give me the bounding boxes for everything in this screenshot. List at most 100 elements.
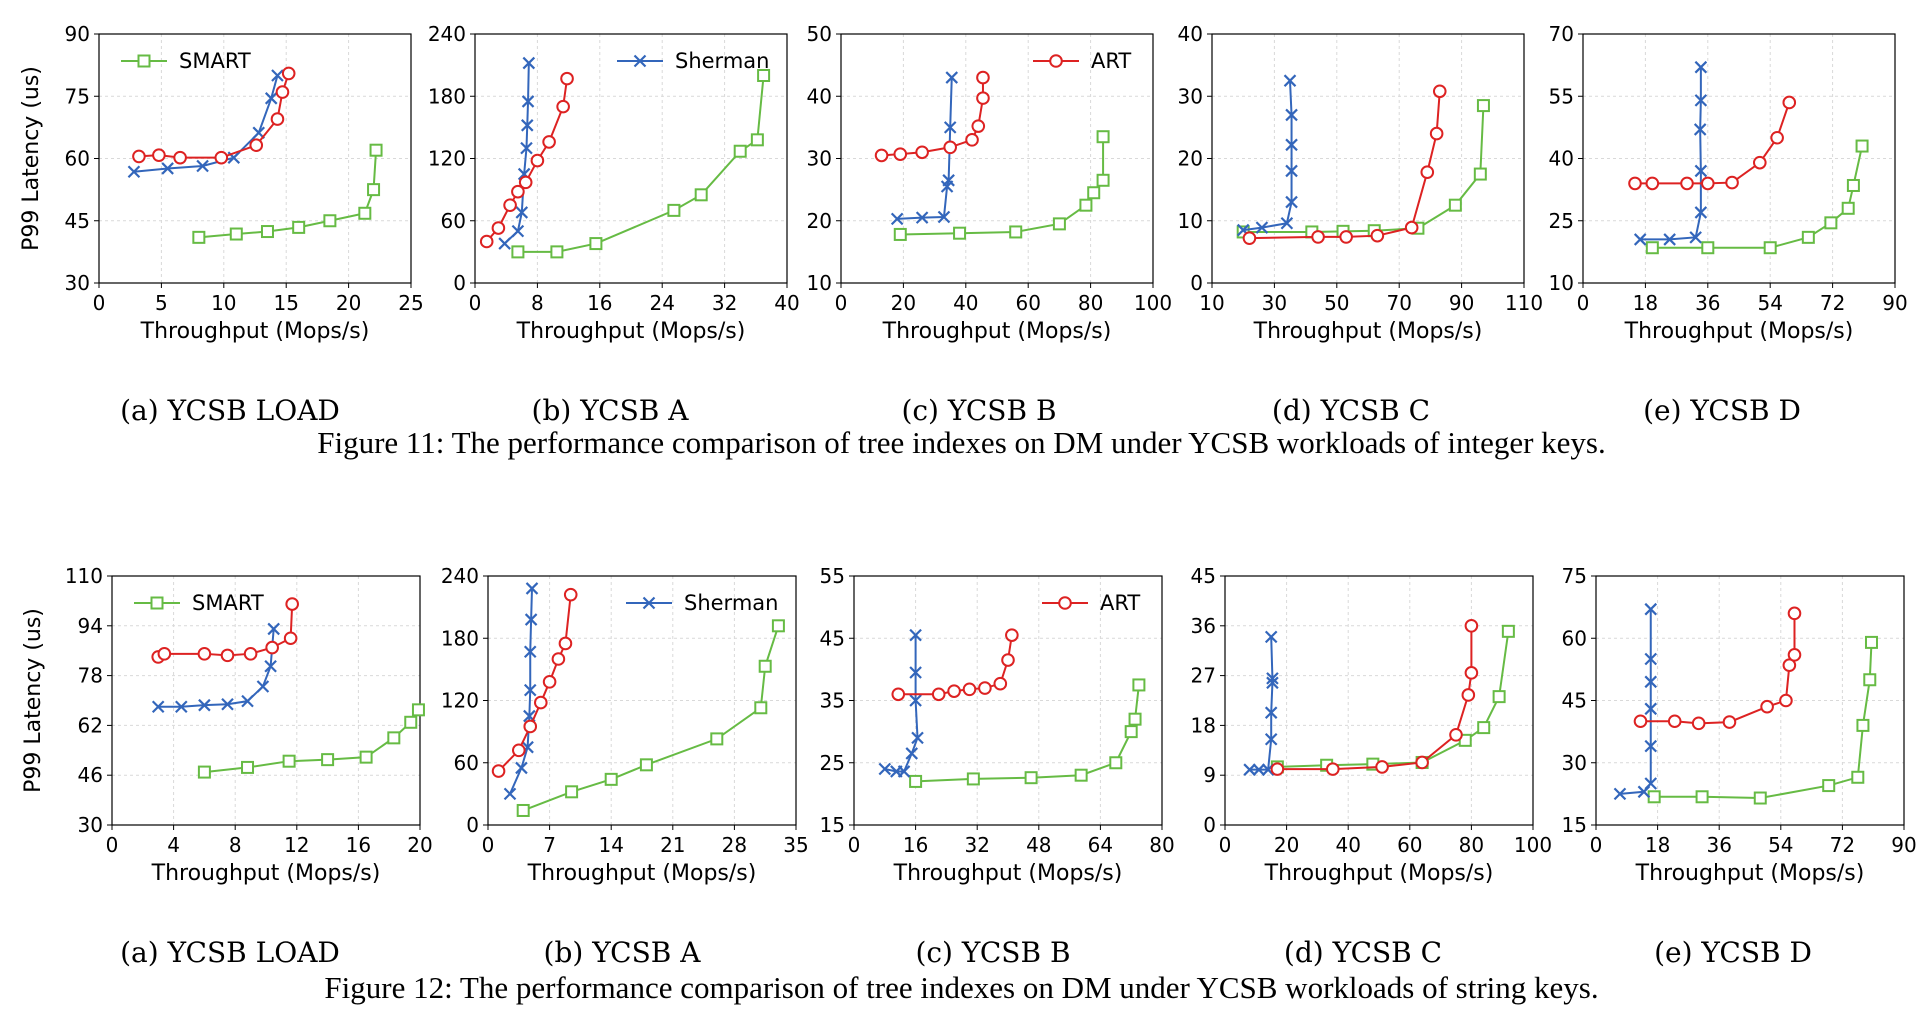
y-tick-label: 60: [1562, 626, 1587, 650]
marker-art-5: [993, 676, 1008, 691]
y-tick-label: 9: [1203, 763, 1216, 787]
y-tick-label: 0: [453, 271, 466, 295]
y-tick-label: 25: [820, 751, 845, 775]
x-axis-label: Throughput (Mops/s): [882, 319, 1112, 344]
x-tick-label: 36: [1706, 833, 1731, 857]
chart-panel-5: 0 4 8 12 16 20 30 46 62 78 94 110 Throughput (Mops/s…: [21, 564, 433, 969]
marker-sherman-5: [1644, 675, 1658, 689]
x-tick-label: 4: [167, 833, 180, 857]
y-tick-label: 15: [1562, 813, 1587, 837]
y-tick-label: 120: [441, 689, 479, 713]
marker-sherman-7: [525, 582, 539, 595]
marker-sherman-1: [175, 700, 188, 714]
y-tick-label: 75: [65, 84, 90, 108]
marker-art-1: [152, 148, 166, 162]
marker-art-6: [1001, 653, 1015, 667]
x-tick-label: 90: [1882, 291, 1907, 315]
y-tick-label: 30: [807, 147, 832, 171]
x-tick-label: 54: [1768, 833, 1793, 857]
x-axis-label: Throughput (Mops/s): [1635, 861, 1865, 886]
y-tick-label: 78: [78, 664, 103, 688]
y-tick-label: 35: [820, 689, 845, 713]
marker-sherman-legend: [633, 54, 647, 68]
marker-sherman-4: [1694, 164, 1708, 178]
series-line-art: [138, 73, 290, 159]
marker-art-legend: [1058, 596, 1072, 610]
x-tick-label: 70: [1386, 291, 1411, 315]
x-tick-label: 110: [1505, 291, 1543, 315]
marker-art-3: [214, 150, 229, 165]
marker-art-3: [962, 682, 977, 697]
series-line-art: [1635, 102, 1791, 185]
marker-smart-legend: [150, 596, 164, 610]
x-tick-label: 10: [1199, 291, 1224, 315]
marker-art-6: [558, 636, 573, 651]
marker-smart-3: [1822, 779, 1836, 793]
marker-smart-7: [1855, 139, 1869, 153]
marker-art-7: [285, 597, 299, 611]
series-line-smart: [1243, 105, 1485, 233]
marker-sherman-1: [1252, 763, 1266, 776]
marker-smart-1: [1695, 790, 1709, 804]
marker-smart-0: [909, 774, 923, 788]
subcaption: (c) YCSB B: [915, 936, 1070, 969]
marker-sherman-5: [909, 694, 922, 707]
marker-smart-3: [321, 753, 335, 767]
marker-smart-5: [1856, 718, 1870, 732]
marker-sherman-0: [151, 700, 165, 714]
y-tick-label: 36: [1191, 614, 1216, 638]
marker-sherman-4: [1264, 706, 1278, 719]
marker-art-8: [560, 71, 574, 86]
marker-art-5: [551, 652, 566, 666]
x-tick-label: 32: [964, 833, 989, 857]
marker-art-2: [1691, 716, 1706, 731]
marker-sherman-6: [264, 659, 277, 673]
marker-sherman-3: [1264, 732, 1278, 746]
subcaption: (d) YCSB C: [1284, 936, 1442, 969]
marker-smart-6: [1846, 178, 1860, 192]
y-tick-label: 0: [1190, 271, 1203, 295]
marker-smart-5: [1841, 201, 1855, 215]
marker-art-1: [157, 647, 172, 661]
marker-sherman-4: [520, 141, 533, 155]
marker-art-4: [1404, 220, 1419, 235]
legend-label-sherman: Sherman: [675, 49, 769, 73]
marker-sherman-4: [241, 694, 254, 708]
marker-sherman-5: [264, 92, 278, 105]
marker-sherman-5: [256, 680, 270, 693]
marker-art-3: [943, 140, 958, 155]
figure-12-caption: Figure 12: The performance comparison of…: [324, 970, 1599, 1005]
y-tick-label: 30: [1178, 84, 1203, 108]
marker-art-2: [523, 719, 538, 734]
series-line-smart: [915, 684, 1140, 783]
marker-sherman-4: [523, 683, 537, 697]
marker-smart-7: [1132, 678, 1146, 692]
marker-art-0: [874, 148, 889, 163]
y-tick-label: 18: [1191, 713, 1216, 737]
x-tick-label: 80: [1459, 833, 1484, 857]
marker-smart-2: [260, 225, 274, 239]
subcaption: (c) YCSB B: [901, 394, 1056, 427]
chart-panel-9: 0 18 36 54 72 90 15 30 45 60 75 Throughput (Mops/s)…: [1562, 564, 1917, 969]
marker-smart-0: [516, 803, 530, 817]
marker-art-2: [173, 150, 187, 165]
y-tick-label: 60: [65, 147, 90, 171]
series-line-art: [1249, 91, 1441, 240]
marker-sherman-6: [524, 613, 538, 626]
marker-smart-legend: [137, 54, 151, 68]
y-tick-label: 30: [1562, 751, 1587, 775]
x-tick-label: 18: [1645, 833, 1670, 857]
x-tick-label: 0: [835, 291, 848, 315]
marker-art-3: [1370, 228, 1385, 243]
marker-art-7: [1432, 84, 1447, 99]
series-line-smart: [522, 625, 780, 812]
marker-art-4: [1449, 728, 1463, 742]
marker-sherman-2: [515, 206, 529, 219]
marker-sherman-6: [909, 666, 922, 679]
marker-smart-3: [639, 758, 653, 772]
y-tick-label: 90: [65, 22, 90, 46]
marker-smart-3: [1074, 768, 1088, 782]
marker-smart-6: [750, 133, 764, 147]
marker-sherman-5: [1693, 123, 1707, 136]
marker-smart-0: [1645, 241, 1659, 255]
